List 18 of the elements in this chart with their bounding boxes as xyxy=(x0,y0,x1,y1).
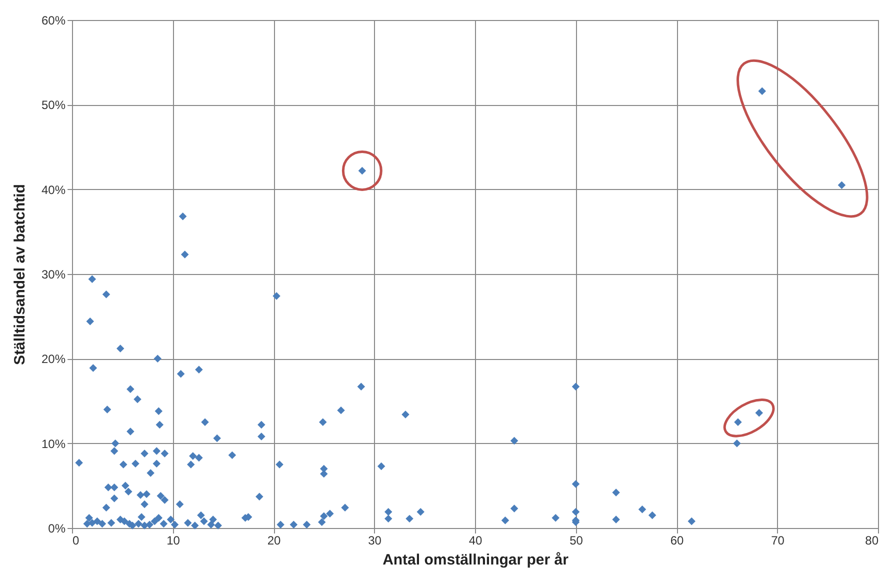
x-tick-label: 60 xyxy=(670,534,684,548)
y-tick-label: 30% xyxy=(41,268,66,282)
y-tick-label: 20% xyxy=(41,352,66,366)
y-tick-label: 60% xyxy=(41,14,66,28)
x-tick-label: 40 xyxy=(468,534,482,548)
x-axis-title: Antal omställningar per år xyxy=(382,552,569,568)
y-tick-label: 50% xyxy=(41,98,66,112)
x-tick-label: 30 xyxy=(368,534,382,548)
y-tick-label: 0% xyxy=(48,522,66,536)
x-tick-label: 80 xyxy=(865,534,879,548)
x-tick-label: 50 xyxy=(570,534,584,548)
y-tick-label: 40% xyxy=(41,182,66,197)
y-axis-title: Ställtidsandel av batchtid xyxy=(11,184,28,365)
x-tick-label: 70 xyxy=(771,534,785,548)
x-tick-label: 10 xyxy=(166,534,180,548)
y-tick-label: 10% xyxy=(41,436,66,451)
x-tick-label: 0 xyxy=(72,534,80,548)
x-tick-label: 20 xyxy=(267,534,281,548)
